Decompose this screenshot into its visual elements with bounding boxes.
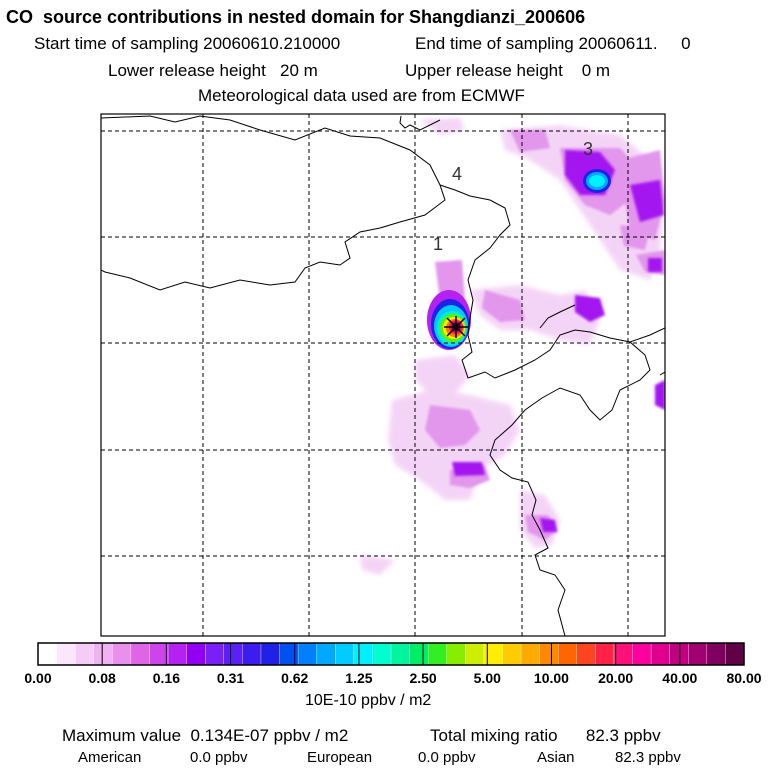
colorbar-frame: [37, 642, 745, 666]
concentration-hotspot: [427, 290, 471, 350]
station-cross-icon: [444, 316, 468, 338]
plot-title: CO source contributions in nested domain…: [6, 7, 586, 27]
american-value: 0.0 ppbv: [190, 749, 248, 766]
colorbar-swatch: [93, 642, 114, 666]
colorbar-swatch: [502, 642, 522, 666]
meteorological-data-label: Meteorological data used are from ECMWF: [198, 86, 525, 105]
colorbar-swatch: [688, 642, 708, 666]
colorbar-swatch: [149, 642, 169, 666]
colorbar-swatch: [539, 642, 560, 666]
colorbar-swatch: [223, 642, 244, 666]
colorbar-swatch: [669, 642, 690, 666]
coastlines: [101, 115, 665, 636]
colorbar-swatch: [205, 642, 225, 666]
sampling-end-label: End time of sampling 20060611. 0: [415, 34, 691, 53]
colorbar-tick-label: 0.62: [281, 670, 309, 686]
colorbar-tick-label: 0.00: [24, 670, 52, 686]
colorbar-tick-label: 0.08: [88, 670, 116, 686]
colorbar-unit: 10E-10 ppbv / m2: [305, 692, 432, 709]
colorbar-swatch: [595, 642, 615, 666]
secondary-hotspot: [583, 169, 611, 193]
colorbar-swatch: [558, 642, 578, 666]
colorbar-swatch: [409, 642, 429, 666]
colorbar-swatch: [74, 642, 95, 666]
annotation-4: 4: [452, 164, 462, 184]
upper-release-height: Upper release height 0 m: [405, 61, 611, 80]
map-annotations: 1 3 4: [433, 139, 593, 254]
colorbar-tick-label: 2.50: [409, 670, 437, 686]
colorbar-swatch: [335, 642, 355, 666]
colorbar-swatch: [167, 642, 188, 666]
european-value: 0.0 ppbv: [418, 749, 476, 766]
colorbar-tick-label: 0.31: [216, 670, 245, 686]
contribution-field: [360, 118, 665, 575]
colorbar-swatch: [297, 642, 318, 666]
colorbar-swatch: [650, 642, 671, 666]
asian-value: 82.3 ppbv: [615, 749, 681, 766]
colorbar-swatch: [56, 642, 76, 666]
colorbar: [37, 642, 745, 666]
european-label: European: [307, 749, 373, 766]
sampling-start-label: Start time of sampling 20060610.210000: [34, 34, 341, 53]
colorbar-swatch: [446, 642, 467, 666]
colorbar-tick-label: 80.00: [726, 670, 762, 686]
colorbar-swatch: [725, 642, 745, 666]
total-mixing-ratio: Total mixing ratio 82.3 ppbv: [430, 726, 661, 745]
colorbar-tick-label: 10.00: [533, 670, 569, 686]
colorbar-swatch: [316, 642, 337, 666]
colorbar-swatch: [130, 642, 151, 666]
colorbar-swatch: [112, 642, 132, 666]
annotation-3: 3: [583, 139, 593, 159]
colorbar-swatch: [613, 642, 634, 666]
colorbar-swatch: [576, 642, 597, 666]
colorbar-swatch: [520, 642, 541, 666]
american-label: American: [78, 749, 142, 766]
asian-label: Asian: [537, 749, 575, 766]
annotation-1: 1: [433, 234, 443, 254]
lower-release-height: Lower release height 20 m: [108, 61, 318, 80]
colorbar-tick-label: 20.00: [598, 670, 634, 686]
colorbar-tick-label: 5.00: [473, 670, 501, 686]
colorbar-swatch: [427, 642, 448, 666]
colorbar-swatch: [260, 642, 281, 666]
colorbar-swatch: [465, 642, 485, 666]
colorbar-swatch: [372, 642, 392, 666]
colorbar-swatch: [37, 642, 58, 666]
colorbar-tick-label: 40.00: [662, 670, 698, 686]
map-frame: [100, 113, 666, 637]
colorbar-swatch: [390, 642, 411, 666]
colorbar-tick-label: 0.16: [152, 670, 180, 686]
colorbar-swatch: [353, 642, 374, 666]
colorbar-swatch: [706, 642, 727, 666]
colorbar-swatch: [186, 642, 207, 666]
colorbar-tick-label: 1.25: [345, 670, 373, 686]
colorbar-swatch: [242, 642, 262, 666]
colorbar-swatch: [632, 642, 652, 666]
maximum-value: Maximum value 0.134E-07 ppbv / m2: [62, 726, 349, 745]
colorbar-swatch: [279, 642, 299, 666]
lat-lon-grid: [101, 114, 665, 636]
colorbar-swatch: [483, 642, 504, 666]
